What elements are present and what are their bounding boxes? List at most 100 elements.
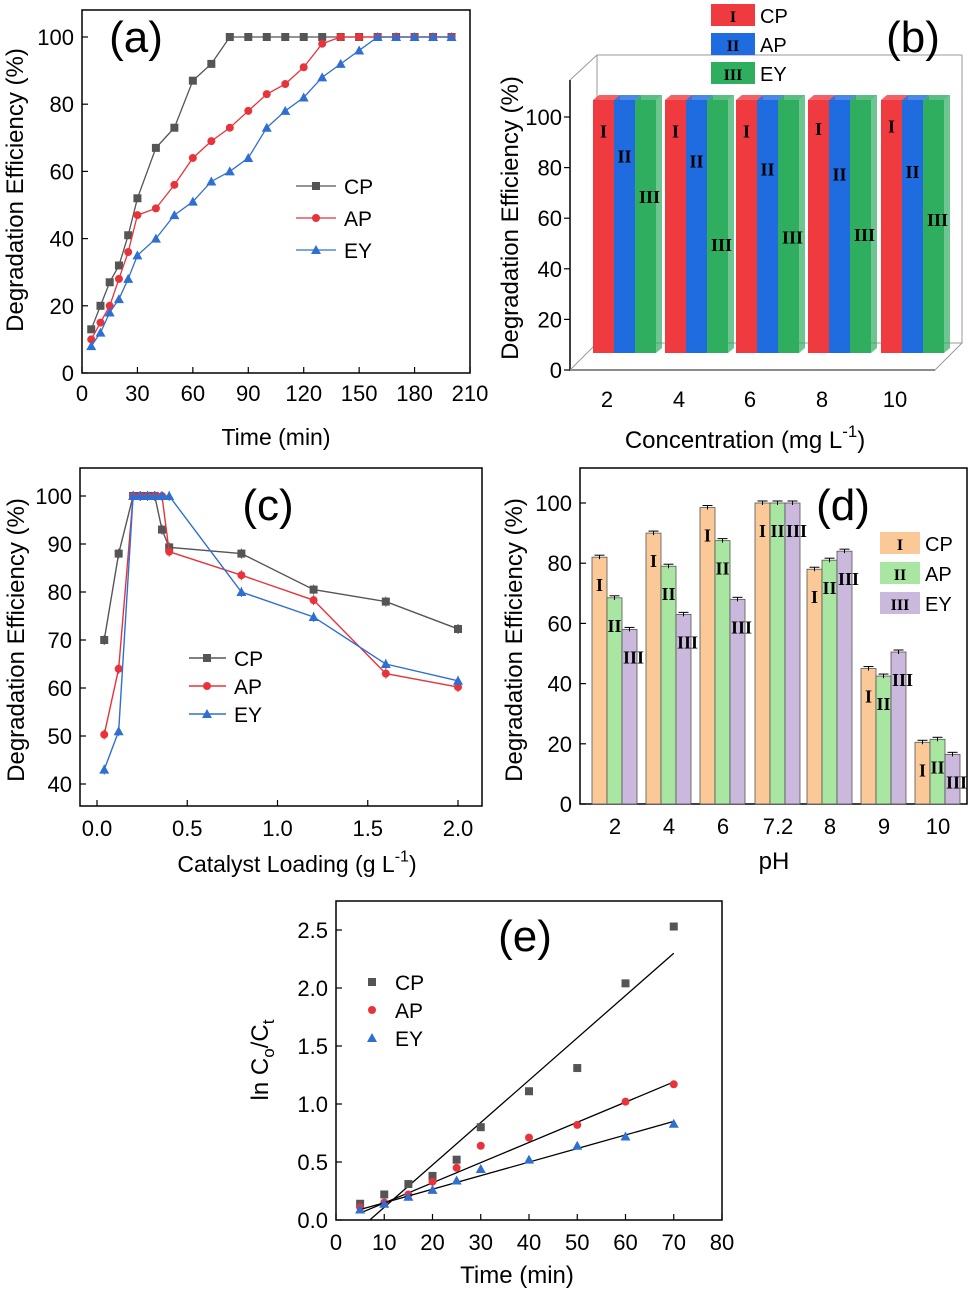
bar-top-CP bbox=[665, 95, 692, 100]
bar-side-EY bbox=[656, 95, 662, 353]
data-point-CP bbox=[87, 325, 96, 334]
data-point-EY bbox=[620, 1131, 631, 1141]
bar-CP-7.2 bbox=[754, 502, 771, 805]
data-point-EY bbox=[142, 491, 153, 500]
x-tick-label: 8 bbox=[816, 387, 828, 412]
x-tick-label: 180 bbox=[396, 381, 433, 406]
data-point-EY bbox=[451, 1175, 462, 1185]
bar-numeral-CP: I bbox=[743, 121, 750, 141]
data-point-AP bbox=[476, 1141, 485, 1150]
y-tick-label: 40 bbox=[50, 227, 74, 252]
bar-EY-7.2 bbox=[784, 502, 801, 805]
x-tick-label: 4 bbox=[673, 387, 685, 412]
legend-marker-EY bbox=[311, 245, 321, 254]
data-point-EY bbox=[135, 491, 146, 500]
y-tick-label: 90 bbox=[48, 532, 72, 557]
legend-label-EY: EY bbox=[925, 594, 952, 616]
x-tick-label: 150 bbox=[341, 381, 378, 406]
bar-numeral-AP: II bbox=[760, 159, 774, 179]
data-point-CP bbox=[170, 123, 179, 132]
bar-numeral-AP: II bbox=[930, 757, 944, 777]
data-point-EY bbox=[99, 764, 110, 774]
data-point-EY bbox=[524, 1154, 534, 1164]
x-tick-label: 80 bbox=[710, 1230, 734, 1255]
bar-CP-2 bbox=[593, 100, 614, 353]
panel-label: (c) bbox=[242, 481, 293, 530]
x-tick-label: 30 bbox=[469, 1230, 493, 1255]
series-line-AP bbox=[103, 495, 459, 735]
y-tick-label: 100 bbox=[525, 105, 562, 130]
bar-numeral-EY: III bbox=[854, 225, 875, 245]
data-point-AP bbox=[105, 301, 114, 310]
data-point-AP bbox=[133, 211, 142, 220]
legend-marker-EY bbox=[202, 709, 212, 718]
data-point-CP bbox=[299, 33, 308, 41]
y-axis-label: Degradation Efficiency (%) bbox=[501, 498, 528, 782]
data-point-EY bbox=[132, 250, 143, 260]
data-point-CP bbox=[318, 33, 327, 41]
data-point-CP bbox=[151, 143, 160, 152]
data-point-EY bbox=[380, 659, 391, 668]
side-wall-top bbox=[569, 54, 598, 81]
x-tick-label: 210 bbox=[452, 381, 489, 406]
data-point-CP bbox=[476, 1123, 485, 1132]
data-point-AP bbox=[309, 596, 318, 605]
data-point-EY bbox=[308, 611, 319, 621]
x-tick-label: 7.2 bbox=[763, 814, 794, 839]
y-tick-label: 80 bbox=[548, 551, 572, 576]
x-tick-label: 30 bbox=[125, 381, 149, 406]
data-point-AP bbox=[244, 106, 253, 115]
bar-numeral-EY: III bbox=[786, 521, 807, 541]
data-point-EY bbox=[427, 1184, 438, 1194]
data-point-CP bbox=[525, 1087, 533, 1096]
y-tick-label: 1.0 bbox=[297, 1092, 328, 1117]
y-axis-label: Degradation Efficiency (%) bbox=[3, 498, 30, 782]
data-point-EY bbox=[95, 327, 106, 337]
legend-marker-EY bbox=[367, 1033, 377, 1042]
bar-numeral-EY: III bbox=[892, 670, 913, 690]
x-tick-label: 50 bbox=[565, 1230, 589, 1255]
y-axis-label: Degradation Efficiency (%) bbox=[497, 76, 524, 360]
legend-label-EY: EY bbox=[760, 64, 787, 86]
bar-AP-6 bbox=[757, 100, 778, 353]
panel-b: 0204060801002IIIIII4IIIIII6IIIIII8IIIIII… bbox=[497, 4, 964, 454]
plot-frame bbox=[81, 9, 471, 374]
bar-top-AP bbox=[686, 95, 713, 100]
fit-line-AP bbox=[359, 1081, 675, 1214]
y-tick-label: 60 bbox=[538, 206, 562, 231]
data-point-AP bbox=[100, 730, 109, 739]
x-tick-label: 0.5 bbox=[172, 816, 203, 841]
data-point-EY bbox=[206, 176, 217, 186]
data-point-CP bbox=[262, 33, 271, 41]
bar-numeral-AP: II bbox=[832, 164, 846, 184]
bar-numeral-AP: II bbox=[876, 694, 890, 714]
y-tick-label: 50 bbox=[48, 724, 72, 749]
data-point-EY bbox=[86, 341, 97, 351]
data-point-CP bbox=[404, 1180, 413, 1189]
x-axis-label: pH bbox=[759, 848, 790, 875]
data-point-EY bbox=[150, 233, 161, 243]
panel-label: (d) bbox=[816, 481, 870, 530]
y-tick-label: 40 bbox=[48, 772, 72, 797]
data-point-CP bbox=[381, 597, 390, 606]
data-point-CP bbox=[96, 301, 105, 310]
bar-side-EY bbox=[944, 95, 950, 353]
data-point-EY bbox=[453, 675, 463, 685]
x-tick-label: 8 bbox=[824, 814, 836, 839]
x-axis-label: Catalyst Loading (g L-1) bbox=[177, 848, 416, 877]
y-axis-label: ln Co/Ct bbox=[247, 1019, 278, 1100]
y-tick-label: 2.0 bbox=[297, 976, 328, 1001]
y-tick-label: 100 bbox=[37, 25, 74, 50]
legend-label-EY: EY bbox=[395, 1028, 423, 1051]
x-tick-label: 20 bbox=[420, 1230, 444, 1255]
data-point-EY bbox=[104, 307, 115, 317]
data-point-AP bbox=[207, 137, 216, 146]
legend-swatch-EY bbox=[880, 592, 920, 614]
data-point-AP bbox=[452, 1163, 461, 1172]
y-tick-label: 100 bbox=[535, 491, 572, 516]
bar-numeral-CP: I bbox=[865, 687, 872, 707]
panel-e: 0 10 20 30 40 50 60 70 80 0.0 0.5 1.0 1.5 2.0 2.5 CP AP E… bbox=[247, 900, 734, 1289]
data-point-AP bbox=[281, 80, 290, 89]
data-point-EY bbox=[280, 105, 291, 115]
